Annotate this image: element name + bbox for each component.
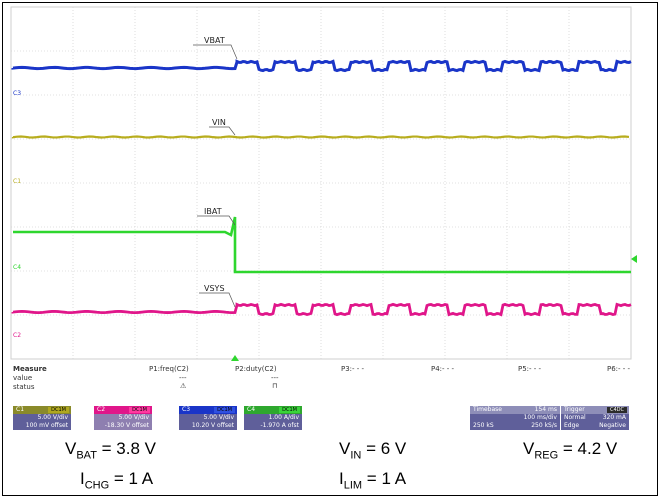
vsys-label: VSYS (204, 284, 225, 293)
trigger-slope: Negative (599, 422, 626, 429)
channel-c1-box[interactable]: C1 DC1M 5.00 V/div 100 mV offset (13, 406, 71, 430)
c3-marker: C3 (13, 90, 21, 97)
ibat-label: IBAT (204, 207, 222, 216)
channel-c4-box[interactable]: C4 DC1M 1.00 A/div -1.970 A ofst (244, 406, 302, 430)
measure-p2-value: --- (271, 374, 279, 382)
trigger-type: Edge (564, 422, 580, 429)
timebase-label: Timebase (473, 406, 502, 413)
c3-coupling-badge: DC1M (214, 407, 235, 413)
measure-p1-name[interactable]: P1:freq(C2) (149, 365, 189, 373)
c3-offset: 10.20 V offset (191, 422, 234, 429)
c1-coupling-badge: DC1M (48, 407, 69, 413)
ibat-trace (13, 216, 631, 274)
caption-ilim: ILIM = 1 A (339, 469, 407, 492)
waveform-display: VBAT VIN IBAT VSYS C3 C1 C4 C2 (10, 6, 637, 361)
vbat-label: VBAT (204, 36, 225, 45)
vin-label: VIN (212, 118, 226, 127)
caption-vreg: VREG = 4.2 V (523, 439, 618, 462)
trigger-label: Trigger (564, 406, 585, 413)
trigger-source-badge: C4DC (606, 407, 627, 413)
c1-name: C1 (16, 406, 25, 413)
c4-offset: -1.970 A ofst (260, 422, 299, 429)
c4-marker: C4 (13, 264, 21, 271)
c2-name: C2 (97, 406, 106, 413)
c4-coupling-badge: DC1M (279, 407, 300, 413)
caption-vbat: VBAT = 3.8 V (65, 439, 156, 462)
c1-scale: 5.00 V/div (37, 414, 68, 421)
trigger-level-marker[interactable] (631, 255, 637, 263)
measure-status-label: status (13, 383, 35, 391)
measure-value-label: value (13, 374, 33, 382)
trigger-level: 320 mA (602, 414, 626, 421)
caption-ichg: ICHG = 1 A (80, 469, 154, 492)
c2-marker: C2 (13, 332, 21, 339)
c2-scale: 5.00 V/div (118, 414, 149, 421)
vbat-trace (11, 59, 632, 73)
c3-name: C3 (182, 406, 191, 413)
c4-scale: 1.00 A/div (268, 414, 299, 421)
trigger-mode: Normal (564, 414, 586, 421)
c1-marker: C1 (13, 178, 21, 185)
timebase-sample-rate: 250 kS/s (531, 422, 557, 429)
measure-p6-name[interactable]: P6:- - - (607, 365, 631, 373)
caption-vin: VIN = 6 V (339, 439, 407, 462)
c2-offset: -18.30 V offset (104, 422, 149, 429)
measure-p2-name[interactable]: P2:duty(C2) (235, 365, 277, 373)
measure-title: Measure (13, 365, 47, 373)
measure-p5-name[interactable]: P5:- - - (518, 365, 542, 373)
c3-scale: 5.00 V/div (203, 414, 234, 421)
timebase-scale: 100 ms/div (523, 414, 557, 421)
channel-c2-box[interactable]: C2 DC1M 5.00 V/div -18.30 V offset (94, 406, 152, 430)
c1-offset: 100 mV offset (25, 422, 68, 429)
measure-p4-name[interactable]: P4:- - - (431, 365, 455, 373)
channel-c3-box[interactable]: C3 DC1M 5.00 V/div 10.20 V offset (179, 406, 237, 430)
c2-coupling-badge: DC1M (129, 407, 150, 413)
trigger-box[interactable]: Trigger C4DC Normal 320 mA Edge Negative (561, 406, 629, 430)
measure-p2-status: ⊓ (272, 382, 278, 390)
trigger-position-marker[interactable] (231, 355, 239, 361)
measure-p1-status: ⚠ (180, 382, 187, 390)
measure-p3-name[interactable]: P3:- - - (341, 365, 365, 373)
timebase-box[interactable]: Timebase 154 ms 100 ms/div 250 kS 250 kS/s (470, 406, 560, 430)
figure-frame: VBAT VIN IBAT VSYS C3 C1 C4 C2 Measure v… (2, 2, 658, 496)
c4-name: C4 (247, 406, 256, 413)
vsys-trace (11, 302, 632, 317)
timebase-samples: 250 kS (473, 422, 494, 429)
vin-trace (11, 135, 630, 139)
measure-p1-value: --- (179, 374, 187, 382)
oscilloscope-screen: VBAT VIN IBAT VSYS C3 C1 C4 C2 Measure v… (3, 3, 659, 433)
timebase-value: 154 ms (534, 406, 557, 413)
